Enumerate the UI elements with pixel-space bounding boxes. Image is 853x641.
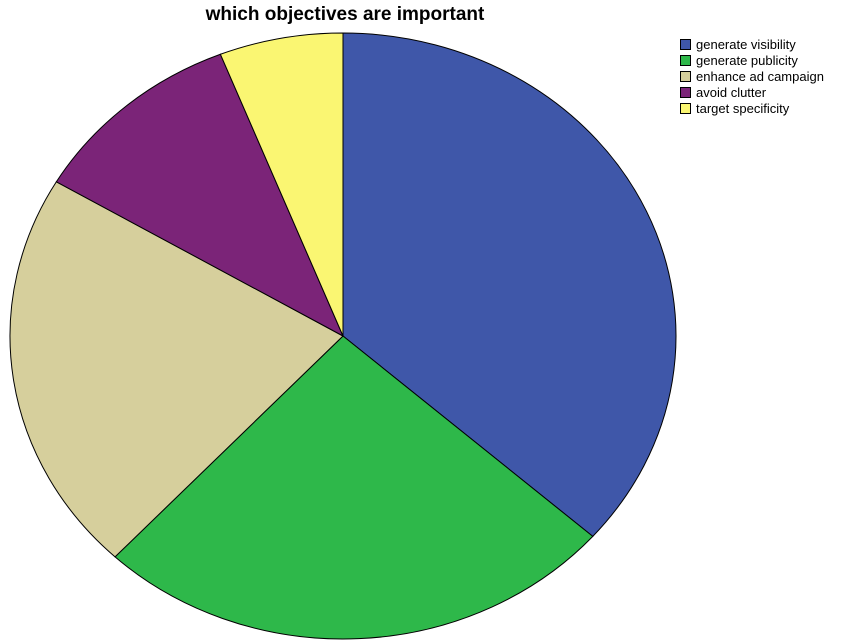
pie-slice-enhance-ad-campaign <box>9 181 344 558</box>
legend-item: generate publicity <box>680 52 824 68</box>
legend-label: target specificity <box>696 100 790 116</box>
legend-item: avoid clutter <box>680 84 824 100</box>
legend-swatch <box>680 70 691 82</box>
legend-item: generate visibility <box>680 36 824 52</box>
pie-slice-generate-publicity <box>114 335 594 640</box>
legend-swatch <box>680 86 691 98</box>
pie-slice-target-specificity <box>219 32 344 337</box>
legend-label: generate visibility <box>696 36 796 52</box>
legend-label: avoid clutter <box>696 84 767 100</box>
legend-label: enhance ad campaign <box>696 68 824 84</box>
pie-slice-generate-visibility <box>342 32 677 538</box>
legend-swatch <box>680 38 691 50</box>
chart-title: which objectives are important <box>205 4 485 25</box>
legend-swatch <box>680 54 691 66</box>
legend-item: enhance ad campaign <box>680 68 824 84</box>
legend-item: target specificity <box>680 100 824 116</box>
legend: generate visibility generate publicity enh… <box>680 36 824 116</box>
legend-swatch <box>680 102 691 114</box>
pie-slice-avoid-clutter <box>55 53 345 338</box>
legend-label: generate publicity <box>696 52 798 68</box>
